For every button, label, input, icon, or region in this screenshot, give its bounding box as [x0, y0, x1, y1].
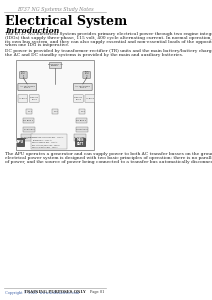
FancyBboxPatch shape: [74, 134, 86, 141]
Text: AC BUS 2: AC BUS 2: [86, 98, 94, 99]
Text: DC power is provided by transformer rectifier (TR) units and the main battery/ba: DC power is provided by transformer rect…: [5, 49, 212, 53]
FancyBboxPatch shape: [75, 138, 85, 146]
Text: Page 81: Page 81: [91, 290, 105, 294]
Text: MAIN
BATT: MAIN BATT: [76, 138, 84, 146]
FancyBboxPatch shape: [31, 134, 67, 149]
Text: Electrical System: Electrical System: [5, 15, 127, 28]
Text: its own bus system, and they can also supply essential and non-essential loads o: its own bus system, and they can also su…: [5, 40, 212, 44]
Text: electrical power system is designed with two basic principles of operation: ther: electrical power system is designed with…: [5, 156, 212, 160]
Text: AC BUS 1: AC BUS 1: [19, 98, 27, 99]
Text: DC STANDBY
BUS: DC STANDBY BUS: [74, 136, 86, 139]
Text: Introduction: Introduction: [5, 27, 59, 35]
FancyBboxPatch shape: [52, 109, 58, 114]
FancyBboxPatch shape: [18, 83, 37, 91]
FancyBboxPatch shape: [49, 62, 61, 68]
FancyBboxPatch shape: [79, 109, 85, 114]
Text: Copyright © 2023  www.airbusdriver.com: Copyright © 2023 www.airbusdriver.com: [5, 290, 79, 295]
Text: GROUND SERVICE BUS – 115V AC: GROUND SERVICE BUS – 115V AC: [32, 142, 57, 143]
Text: EXTERNAL AC
POWER: EXTERNAL AC POWER: [47, 64, 63, 66]
Text: AC TRANSFER
BUS 2: AC TRANSFER BUS 2: [75, 86, 90, 88]
FancyBboxPatch shape: [21, 134, 33, 141]
Text: of power, and the source of power being connected to a transfer bus automaticall: of power, and the source of power being …: [5, 160, 212, 164]
Text: TRANSFER BUS – 115V AC: TRANSFER BUS – 115V AC: [32, 140, 52, 141]
FancyBboxPatch shape: [20, 72, 27, 78]
Text: IDG
2: IDG 2: [84, 71, 89, 79]
Text: DC BUS 2: DC BUS 2: [77, 120, 86, 121]
Text: IDG
1: IDG 1: [21, 71, 26, 79]
Text: APU: APU: [16, 140, 24, 144]
Text: AC TRANSFER
BUS 1: AC TRANSFER BUS 1: [20, 86, 35, 88]
Text: B737 NG Systems Study Notes: B737 NG Systems Study Notes: [17, 7, 93, 12]
Text: GENERATOR CONTROLLED BUS – 115V AC: GENERATOR CONTROLLED BUS – 115V AC: [32, 137, 63, 138]
Text: DC BUS 1: DC BUS 1: [24, 120, 34, 121]
FancyBboxPatch shape: [85, 95, 95, 102]
Text: HOT BAT BUS: HOT BAT BUS: [76, 129, 88, 130]
FancyBboxPatch shape: [23, 118, 34, 123]
FancyBboxPatch shape: [17, 138, 24, 146]
FancyBboxPatch shape: [74, 95, 83, 102]
FancyBboxPatch shape: [26, 109, 32, 114]
Text: TR 2: TR 2: [53, 111, 57, 112]
Text: BUS TRANSFER/SWITCHING – 28V DC: BUS TRANSFER/SWITCHING – 28V DC: [32, 145, 60, 146]
Text: TRAINING PURPOSES ONLY: TRAINING PURPOSES ONLY: [24, 290, 86, 294]
FancyBboxPatch shape: [76, 118, 87, 123]
FancyBboxPatch shape: [83, 72, 91, 78]
Text: TR 1: TR 1: [27, 111, 31, 112]
Text: The APU operates a generator and can supply power to both AC transfer busses on : The APU operates a generator and can sup…: [5, 152, 212, 156]
Text: AC STANDBY
BUS: AC STANDBY BUS: [21, 136, 33, 139]
FancyBboxPatch shape: [15, 60, 95, 150]
Text: (IDGs) that supply three-phase, 115 volt, 400 cycle alternating current. In norm: (IDGs) that supply three-phase, 115 volt…: [5, 36, 212, 40]
Text: GND SVC
BUS 2: GND SVC BUS 2: [74, 98, 82, 100]
FancyBboxPatch shape: [76, 127, 88, 132]
FancyBboxPatch shape: [23, 127, 35, 132]
Text: the AC and DC standby systems is provided by the main and auxiliary batteries.: the AC and DC standby systems is provide…: [5, 52, 183, 56]
Text: The B737 NG Electrical System provides primary electrical power through two engi: The B737 NG Electrical System provides p…: [5, 32, 212, 36]
FancyBboxPatch shape: [18, 95, 28, 102]
FancyBboxPatch shape: [29, 95, 39, 102]
FancyBboxPatch shape: [73, 83, 92, 91]
Text: GROUND HANDLING BUS – 28V DC: GROUND HANDLING BUS – 28V DC: [32, 147, 58, 148]
Text: when one IDG is inoperative.: when one IDG is inoperative.: [5, 44, 70, 47]
Text: GND SVC
BUS 1: GND SVC BUS 1: [30, 98, 38, 100]
Text: DC BAT BUS: DC BAT BUS: [24, 129, 34, 130]
Text: TR 3: TR 3: [80, 111, 84, 112]
